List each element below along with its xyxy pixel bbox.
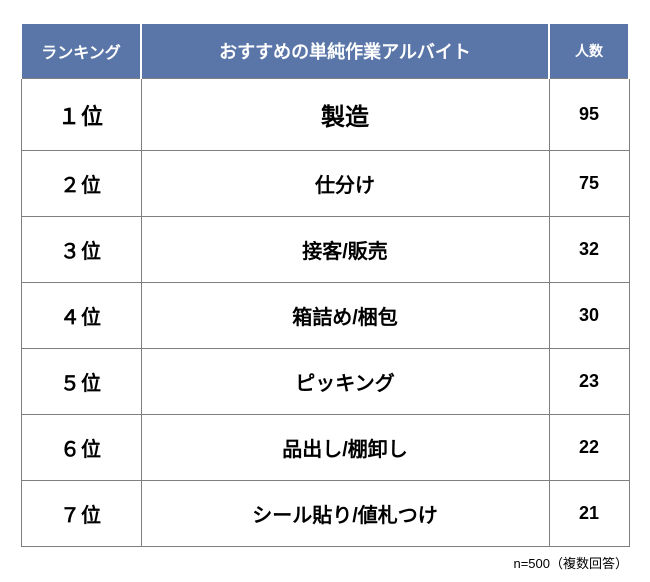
count-cell: 23 (549, 349, 629, 415)
table-header-row: ランキング おすすめの単純作業アルバイト 人数 (21, 24, 629, 79)
rank-cell: ２位 (21, 151, 141, 217)
table-row: ３位 接客/販売 32 (21, 217, 629, 283)
table-row: １位 製造 95 (21, 79, 629, 151)
job-cell: 品出し/棚卸し (141, 415, 549, 481)
footnote: n=500（複数回答） (20, 553, 630, 572)
job-cell: 箱詰め/梱包 (141, 283, 549, 349)
table-row: ５位 ピッキング 23 (21, 349, 629, 415)
table-row: ７位 シール貼り/値札つけ 21 (21, 481, 629, 547)
table-body: １位 製造 95 ２位 仕分け 75 ３位 接客/販売 32 ４位 箱詰め/梱包… (21, 79, 629, 547)
header-job: おすすめの単純作業アルバイト (141, 24, 549, 79)
job-cell: 接客/販売 (141, 217, 549, 283)
rank-cell: ３位 (21, 217, 141, 283)
job-cell: 仕分け (141, 151, 549, 217)
count-cell: 32 (549, 217, 629, 283)
table-row: ６位 品出し/棚卸し 22 (21, 415, 629, 481)
rank-cell: ６位 (21, 415, 141, 481)
count-cell: 30 (549, 283, 629, 349)
table-row: ２位 仕分け 75 (21, 151, 629, 217)
job-cell: 製造 (141, 79, 549, 151)
count-cell: 21 (549, 481, 629, 547)
rank-cell: ５位 (21, 349, 141, 415)
header-rank: ランキング (21, 24, 141, 79)
job-cell: ピッキング (141, 349, 549, 415)
count-cell: 22 (549, 415, 629, 481)
rank-cell: ４位 (21, 283, 141, 349)
count-cell: 75 (549, 151, 629, 217)
header-count: 人数 (549, 24, 629, 79)
ranking-table: ランキング おすすめの単純作業アルバイト 人数 １位 製造 95 ２位 仕分け … (20, 24, 630, 547)
count-cell: 95 (549, 79, 629, 151)
table-row: ４位 箱詰め/梱包 30 (21, 283, 629, 349)
job-cell: シール貼り/値札つけ (141, 481, 549, 547)
rank-cell: ７位 (21, 481, 141, 547)
rank-cell: １位 (21, 79, 141, 151)
